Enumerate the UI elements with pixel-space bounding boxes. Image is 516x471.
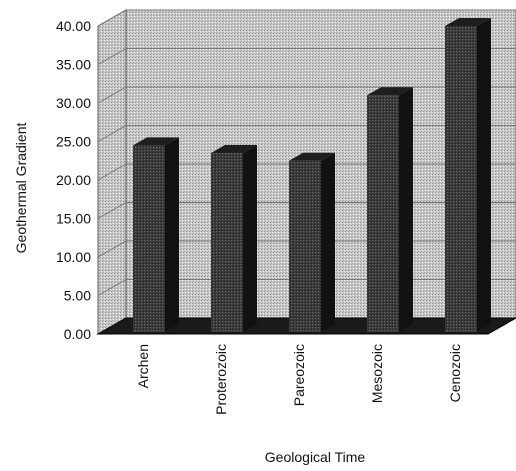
x-category-labels: Archen Proterozoic Pareozoic Mesozoic Cenozo… [135,344,463,415]
bar-front [367,95,399,332]
bar-side [165,137,179,332]
bars [133,18,491,332]
bar-front [133,145,165,332]
y-tick-labels: 0.00 5.00 10.00 15.00 20.00 25.00 30.00 35.00 40… [56,18,91,342]
bar-mesozoic [367,87,413,332]
gridline [97,9,516,27]
bar-side [477,18,491,332]
bar-top [133,137,179,146]
bar-side [399,87,413,332]
bar-top [289,152,335,161]
bar-top [367,87,413,96]
y-tick-label: 0.00 [64,326,91,342]
bar-pareozoic [289,152,335,332]
y-tick-label: 30.00 [56,95,91,111]
bar-side [243,145,257,332]
bar-archen [133,137,179,332]
bar-front [445,26,477,332]
y-tick-label: 20.00 [56,172,91,188]
bar-top [211,145,257,154]
bar-side [321,152,335,332]
y-tick-label: 25.00 [56,134,91,150]
x-tick-label: Mesozoic [369,344,385,403]
gridline [97,86,516,104]
x-tick-label: Pareozoic [291,344,307,406]
x-tick-label: Archen [135,344,151,388]
y-tick-label: 35.00 [56,57,91,73]
y-tick-label: 10.00 [56,249,91,265]
bar-front [211,153,243,332]
bar-top [445,18,491,26]
x-tick-label: Cenozoic [447,344,463,402]
gridline [97,48,516,65]
x-axis-title: Geological Time [265,449,366,465]
y-axis-title: Geothermal Gradient [13,123,29,254]
y-tick-label: 15.00 [56,211,91,227]
bar-cenozoic [445,18,491,332]
y-tick-label: 5.00 [64,288,91,304]
bar-front [289,160,321,332]
x-tick-label: Proterozoic [213,344,229,415]
bar-proterozoic [211,145,257,332]
y-tick-label: 40.00 [56,18,91,34]
